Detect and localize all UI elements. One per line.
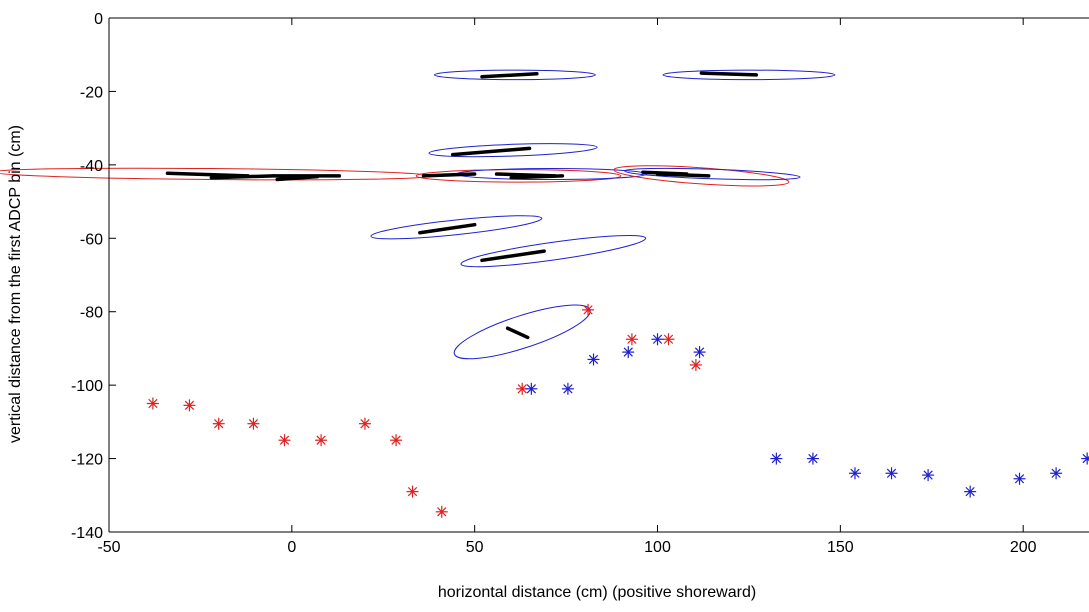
axes: -50 0 50 100 150 200 0 -20 -40 -60 -80 -100 -120 -140: [71, 11, 1089, 556]
red-data-point: [183, 399, 196, 412]
variance-ellipse: [415, 169, 622, 183]
blue-data-point: [525, 382, 538, 395]
blue-data-point: [964, 485, 977, 498]
x-tick-label: 50: [466, 539, 484, 556]
y-tick-label: -20: [80, 84, 103, 101]
red-data-point: [212, 417, 225, 430]
red-data-point: [406, 485, 419, 498]
blue-data-point: [885, 467, 898, 480]
variance-ellipse: [460, 234, 647, 268]
red-data-point: [582, 303, 595, 316]
variance-ellipse: [433, 69, 596, 81]
velocity-segment: [418, 222, 477, 235]
x-tick-label: 0: [287, 539, 296, 556]
red-data-point: [662, 333, 675, 346]
red-data-point: [315, 434, 328, 447]
y-tick-label: 0: [94, 11, 103, 28]
x-axis-label: horizontal distance (cm) (positive shore…: [438, 584, 756, 601]
blue-data-point: [561, 382, 574, 395]
velocity-segment: [209, 174, 276, 180]
y-tick-label: -140: [71, 525, 103, 542]
blue-data-point: [1050, 467, 1063, 480]
red-data-point: [358, 417, 371, 430]
velocity-segment: [505, 326, 530, 340]
velocity-segment: [480, 72, 539, 79]
chart-marks: [146, 303, 1089, 518]
red-data-point: [278, 434, 291, 447]
red-data-point: [625, 333, 638, 346]
blue-data-point: [622, 346, 635, 359]
red-data-point: [435, 505, 448, 518]
velocity-segment: [655, 172, 711, 178]
variance-ellipse: [428, 143, 598, 158]
blue-data-point: [1013, 472, 1026, 485]
y-tick-label: -40: [80, 158, 103, 175]
x-tick-label: 150: [827, 539, 854, 556]
blue-data-point: [1081, 452, 1089, 465]
blue-data-point: [770, 452, 783, 465]
x-tick-label: 200: [1010, 539, 1037, 556]
blue-data-point: [922, 469, 935, 482]
variance-ellipse: [662, 69, 836, 81]
red-data-point: [390, 434, 403, 447]
velocity-segment: [275, 174, 320, 182]
y-axis-label: vertical distance from the first ADCP bi…: [7, 125, 24, 443]
velocity-segment: [450, 146, 532, 157]
x-tick-label: -50: [97, 539, 120, 556]
variance-ellipse: [453, 304, 591, 360]
blue-data-point: [587, 353, 600, 366]
blue-data-point: [693, 346, 706, 359]
y-tick-label: -60: [80, 231, 103, 248]
red-data-point: [247, 417, 260, 430]
variance-ellipse: [613, 165, 790, 187]
blue-data-point: [848, 467, 861, 480]
y-tick-label: -80: [80, 305, 103, 322]
red-data-point: [146, 397, 159, 410]
x-tick-label: 100: [644, 539, 671, 556]
velocity-segment: [480, 249, 546, 263]
blue-data-point: [806, 452, 819, 465]
y-tick-label: -100: [71, 378, 103, 395]
velocity-segment: [699, 71, 758, 77]
y-tick-label: -120: [71, 452, 103, 469]
velocity-segment: [509, 174, 565, 180]
velocity-segment: [421, 172, 477, 178]
variance-ellipse: [624, 167, 801, 181]
plot-elements: [0, 69, 836, 360]
red-data-point: [689, 358, 702, 371]
blue-data-point: [651, 333, 664, 346]
variance-ellipse: [370, 215, 543, 240]
